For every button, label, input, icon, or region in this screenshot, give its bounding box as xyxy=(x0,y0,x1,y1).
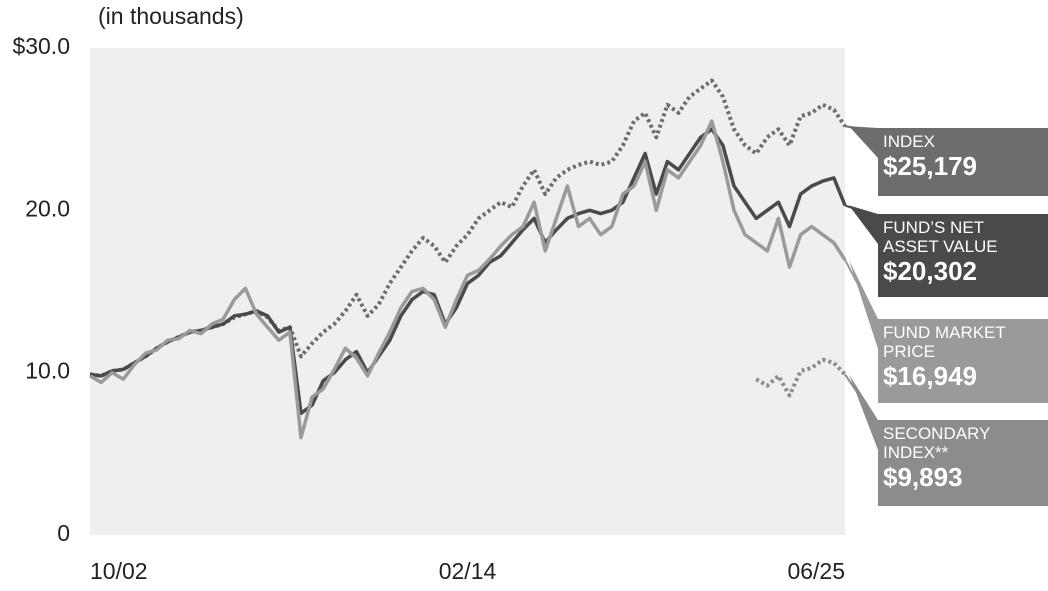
chart-subtitle: (in thousands) xyxy=(98,3,244,29)
legend-label: SECONDARY INDEX** xyxy=(883,424,991,462)
label-pointer xyxy=(849,126,878,158)
legend-label: FUND’S NET ASSET VALUE xyxy=(883,218,998,256)
series-line xyxy=(89,119,847,440)
end-value-label: $9,893 xyxy=(883,462,963,492)
end-value-label: $16,949 xyxy=(883,361,977,391)
y-tick-label: 10.0 xyxy=(25,358,70,384)
x-tick-label: 10/02 xyxy=(90,558,148,584)
series-line xyxy=(755,357,847,398)
y-tick-label: 20.0 xyxy=(25,195,70,221)
label-pointer xyxy=(849,205,878,244)
legend-box: INDEX $25,179 xyxy=(878,128,1048,196)
x-tick-label: 02/14 xyxy=(439,558,497,584)
x-tick-label: 06/25 xyxy=(787,558,845,584)
end-value-label: $25,179 xyxy=(883,151,977,181)
series-line xyxy=(89,78,847,378)
legend-box: FUND’S NET ASSET VALUE $20,302 xyxy=(878,214,1048,297)
legend-box: SECONDARY INDEX** $9,893 xyxy=(878,420,1048,506)
y-tick-label: $30.0 xyxy=(12,33,70,59)
legend-label: FUND MARKET PRICE xyxy=(883,323,1006,361)
legend-label: INDEX xyxy=(883,132,935,151)
plot-area xyxy=(90,48,845,535)
y-tick-label: 0 xyxy=(57,520,70,546)
end-value-label: $20,302 xyxy=(883,256,977,286)
label-pointer xyxy=(849,259,878,349)
series-line xyxy=(89,127,847,416)
label-pointer xyxy=(849,374,878,450)
legend-box: FUND MARKET PRICE $16,949 xyxy=(878,319,1048,403)
